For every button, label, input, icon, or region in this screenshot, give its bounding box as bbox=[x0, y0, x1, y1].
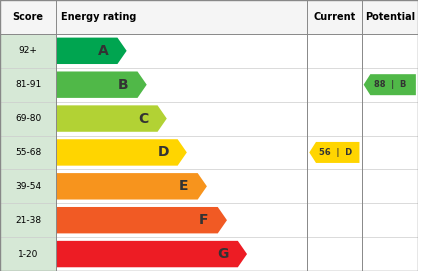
Bar bbox=[307, 169, 362, 203]
Text: F: F bbox=[198, 213, 208, 227]
Polygon shape bbox=[56, 173, 207, 199]
Bar bbox=[307, 102, 362, 136]
Text: 92+: 92+ bbox=[19, 46, 37, 55]
Text: G: G bbox=[218, 247, 229, 261]
Text: 69-80: 69-80 bbox=[15, 114, 41, 123]
Bar bbox=[0, 169, 56, 203]
Text: 88  |  B: 88 | B bbox=[374, 80, 406, 89]
Polygon shape bbox=[56, 72, 147, 98]
Bar bbox=[307, 136, 362, 169]
Text: A: A bbox=[97, 44, 108, 58]
Bar bbox=[362, 68, 418, 102]
Text: D: D bbox=[157, 146, 169, 159]
Text: 21-38: 21-38 bbox=[15, 216, 41, 225]
Polygon shape bbox=[56, 207, 227, 233]
Bar bbox=[362, 237, 418, 271]
Text: 39-54: 39-54 bbox=[15, 182, 41, 191]
Bar bbox=[362, 169, 418, 203]
Text: B: B bbox=[117, 78, 128, 92]
Text: E: E bbox=[179, 179, 188, 193]
Bar bbox=[0, 102, 56, 136]
Text: 56  |  D: 56 | D bbox=[319, 148, 352, 157]
Text: C: C bbox=[138, 112, 148, 125]
Polygon shape bbox=[309, 142, 360, 163]
Text: Score: Score bbox=[13, 12, 44, 22]
Polygon shape bbox=[56, 241, 247, 267]
Bar bbox=[0, 0, 418, 34]
Polygon shape bbox=[364, 74, 416, 95]
Bar bbox=[307, 203, 362, 237]
Bar bbox=[0, 68, 56, 102]
Text: 81-91: 81-91 bbox=[15, 80, 41, 89]
Bar bbox=[362, 102, 418, 136]
Text: 55-68: 55-68 bbox=[15, 148, 41, 157]
Bar bbox=[0, 203, 56, 237]
Text: Energy rating: Energy rating bbox=[61, 12, 136, 22]
Polygon shape bbox=[56, 139, 187, 166]
Bar bbox=[307, 34, 362, 68]
Text: Current: Current bbox=[313, 12, 355, 22]
Bar bbox=[307, 237, 362, 271]
Bar bbox=[0, 136, 56, 169]
Text: Potential: Potential bbox=[365, 12, 415, 22]
Bar bbox=[362, 34, 418, 68]
Bar bbox=[307, 68, 362, 102]
Bar bbox=[0, 34, 56, 68]
Polygon shape bbox=[56, 105, 167, 132]
Bar bbox=[362, 136, 418, 169]
Bar bbox=[362, 203, 418, 237]
Text: 1-20: 1-20 bbox=[18, 250, 38, 259]
Bar bbox=[0, 237, 56, 271]
Polygon shape bbox=[56, 38, 127, 64]
